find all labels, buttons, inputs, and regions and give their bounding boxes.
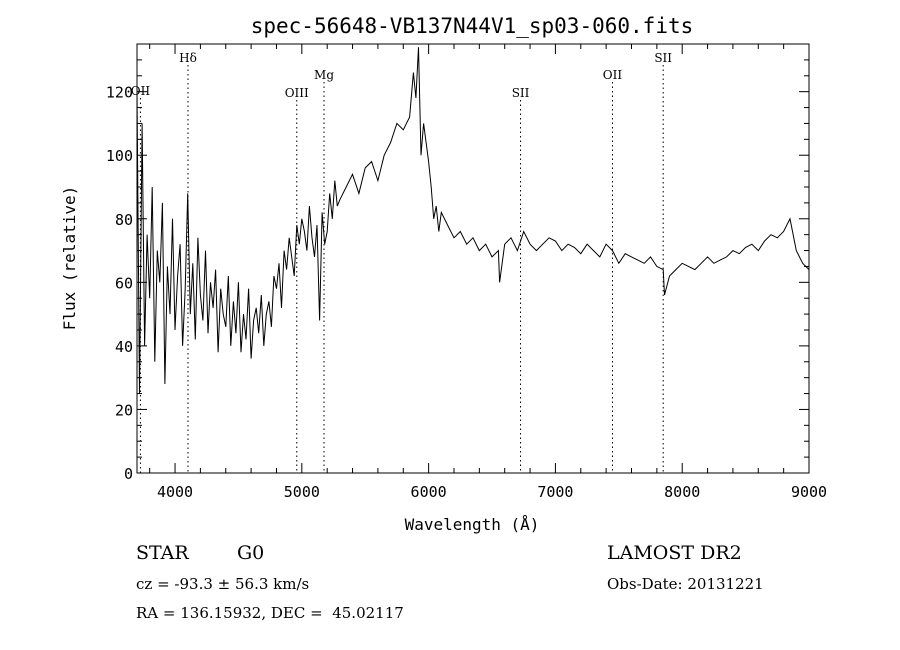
y-tick-label: 60 [115,274,133,292]
axis-tick-labels: 4000 5000 6000 7000 8000 9000 0 20 40 60 80 100 120 [106,84,827,501]
axis-ticks [137,44,810,474]
spectral-line-label: OII [131,84,151,98]
survey-name: LAMOST DR2 [607,542,742,564]
plot-frame [136,43,810,474]
object-class: STAR [136,542,189,564]
x-tick-label: 7000 [537,483,573,501]
x-tick-label: 9000 [791,483,827,501]
spectral-line-label: OIII [285,86,309,100]
y-tick-label: 20 [115,401,133,419]
y-tick-label: 120 [106,84,133,102]
x-tick-label: 8000 [664,483,700,501]
redshift-cz: cz = -93.3 ± 56.3 km/s [136,575,310,593]
spectral-line-label: SII [654,51,672,65]
chart-title: spec-56648-VB137N44V1_sp03-060.fits [251,14,694,38]
spectral-line-label: Mg [314,68,334,82]
x-tick-label: 5000 [284,483,320,501]
y-tick-label: 80 [115,211,133,229]
y-tick-label: 40 [115,338,133,356]
spectral-line-markers: OII Hδ OIII Mg SII OII SII [131,51,672,473]
y-tick-label: 0 [124,465,133,483]
object-subclass: G0 [237,542,265,564]
x-axis-label: Wavelength (Å) [405,515,540,534]
x-tick-label: 4000 [157,483,193,501]
spectrum-series-line [136,47,810,394]
x-tick-label: 6000 [411,483,447,501]
observation-date: Obs-Date: 20131221 [607,575,764,593]
y-axis-label: Flux (relative) [60,186,79,331]
y-tick-label: 100 [106,147,133,165]
spectral-line-label: OII [603,68,623,82]
coordinates: RA = 136.15932, DEC = 45.02117 [136,604,404,622]
spectral-line-label: SII [512,86,530,100]
spectral-line-label: Hδ [179,51,197,65]
